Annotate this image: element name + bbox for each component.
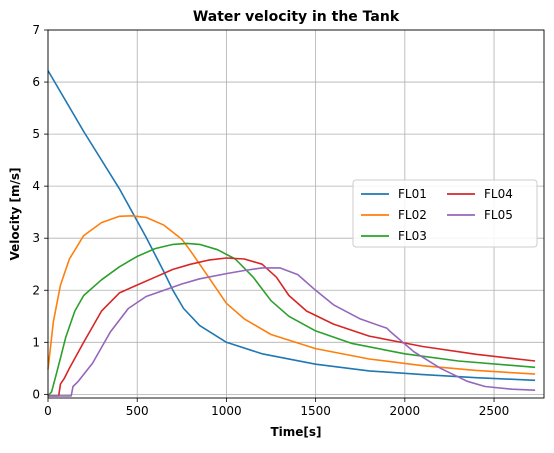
- x-tick-label: 2000: [390, 404, 421, 418]
- legend-label-fl04: FL04: [484, 187, 513, 201]
- y-tick-label: 6: [32, 75, 40, 89]
- y-tick-label: 3: [32, 231, 40, 245]
- y-axis-label: Velocity [m/s]: [8, 167, 22, 260]
- y-tick-label: 0: [32, 387, 40, 401]
- x-axis-label: Time[s]: [270, 425, 321, 439]
- legend-label-fl01: FL01: [398, 187, 427, 201]
- plot-area-frame: [47, 29, 545, 399]
- series-line-fl03: [47, 242, 536, 397]
- y-tick-label: 2: [32, 283, 40, 297]
- y-tick-label: 1: [32, 335, 40, 349]
- legend-label-fl02: FL02: [398, 208, 427, 222]
- legend-label-fl03: FL03: [398, 229, 427, 243]
- y-tick-label: 7: [32, 23, 40, 37]
- axis-ticks: 0 500 1000 1500 2000 2500 0 1 2 3 4 5 6 7: [32, 23, 509, 418]
- chart-title: Water velocity in the Tank: [193, 9, 400, 25]
- x-tick-label: 0: [44, 404, 52, 418]
- legend-label-fl05: FL05: [484, 208, 513, 222]
- series-line-fl05: [48, 267, 536, 397]
- x-tick-label: 1500: [300, 404, 331, 418]
- x-tick-label: 2500: [479, 404, 510, 418]
- legend-box: [352, 179, 538, 248]
- y-tick-label: 5: [32, 127, 40, 141]
- series-line-fl02: [47, 215, 536, 375]
- series-line-fl04: [48, 257, 536, 397]
- y-tick-label: 4: [32, 179, 40, 193]
- series-line-fl01: [47, 70, 536, 382]
- legend: FL01 FL02 FL03 FL04 FL05: [352, 179, 538, 248]
- series-lines: [47, 70, 536, 397]
- x-tick-label: 500: [126, 404, 149, 418]
- x-tick-label: 1000: [211, 404, 242, 418]
